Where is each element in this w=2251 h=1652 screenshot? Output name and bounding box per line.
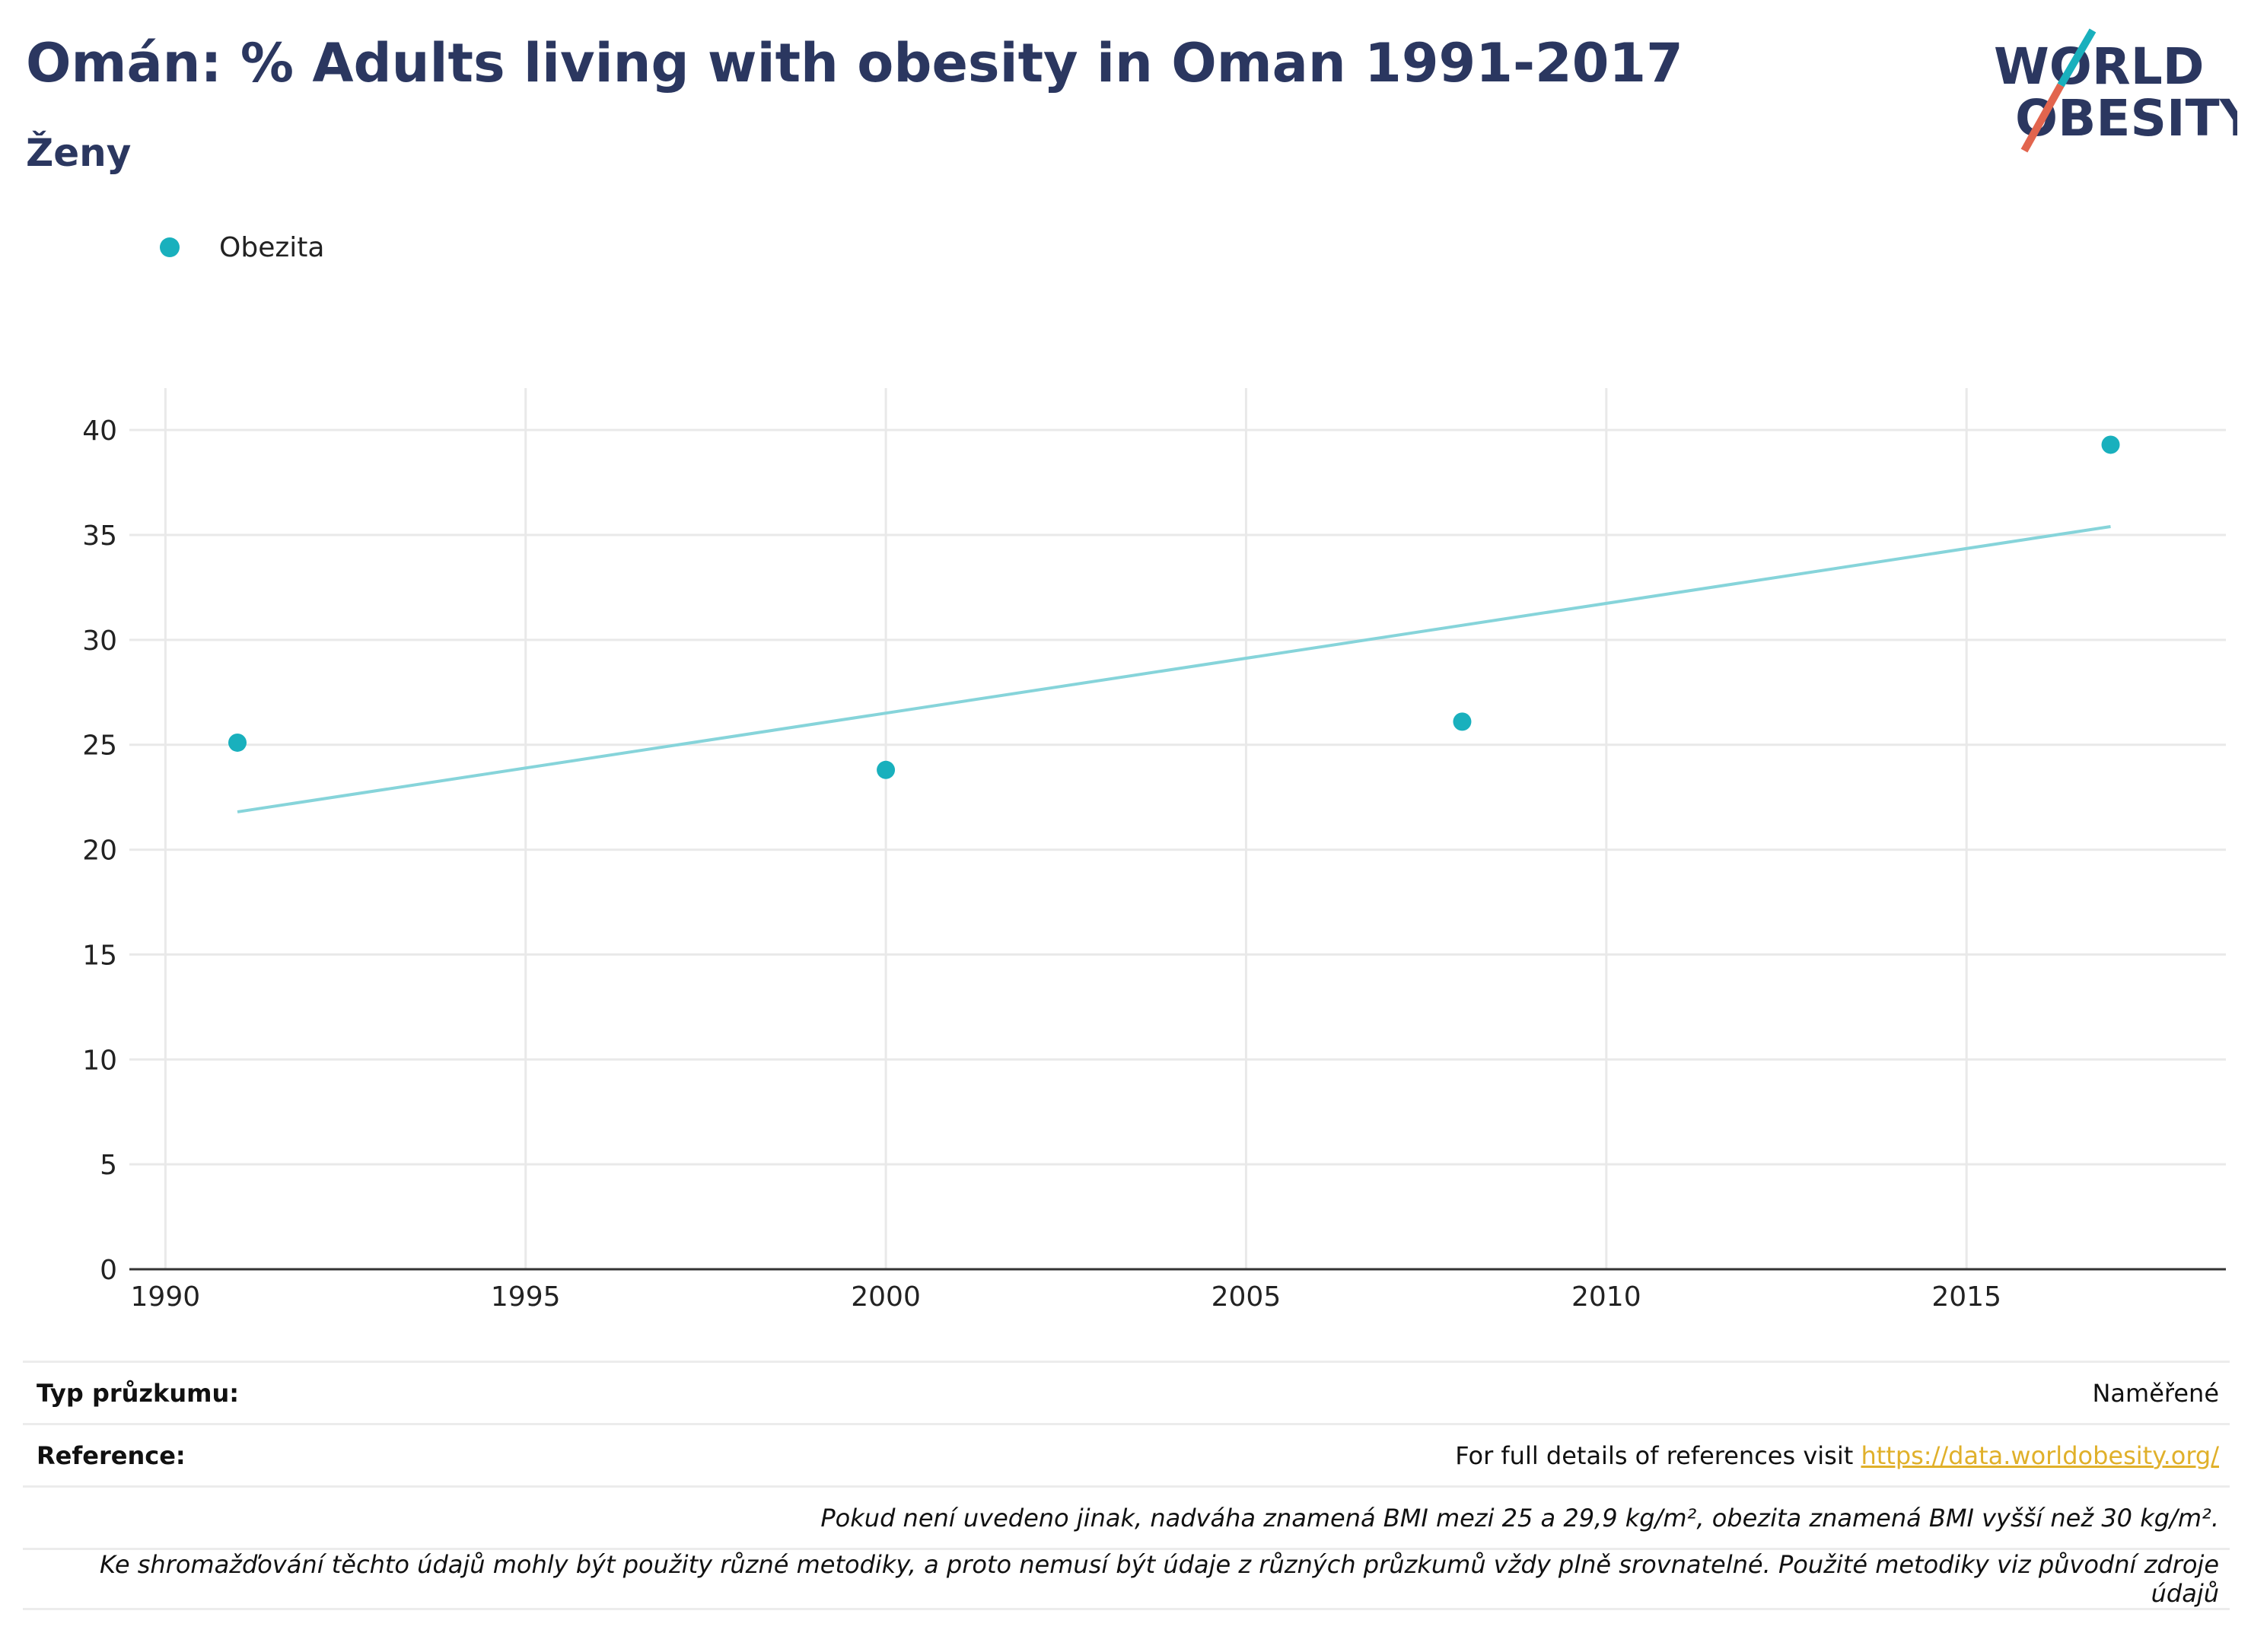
- world-obesity-logo: WORLD OBESITY: [1994, 28, 2237, 153]
- logo-slash-red: [2020, 83, 2065, 153]
- methodology-note: Ke shromažďování těchto údajů mohly být …: [100, 1550, 2219, 1608]
- x-tick-label: 2005: [1211, 1281, 1282, 1313]
- x-tick-label: 2010: [1571, 1281, 1641, 1313]
- footer-row-survey: Typ průzkumu: Naměřené: [23, 1361, 2230, 1423]
- footer-table: Typ průzkumu: Naměřené Reference: For fu…: [23, 1361, 2230, 1610]
- y-tick-label: 15: [82, 940, 117, 971]
- legend-marker: [160, 237, 180, 257]
- footer-row-reference: Reference: For full details of reference…: [23, 1423, 2230, 1485]
- y-tick-label: 35: [82, 520, 117, 552]
- chart-subtitle: Ženy: [26, 131, 132, 175]
- y-tick-label: 10: [82, 1045, 117, 1076]
- trend-line: [237, 524, 2111, 813]
- survey-type-value: Naměřené: [2092, 1378, 2219, 1408]
- data-point: [1453, 712, 1472, 731]
- scatter-chart: 0 5 10 15 20 25 30 35 40 1990 1995 2000 2005 2010 2015: [82, 388, 2226, 1313]
- footer-row-note2: Ke shromažďování těchto údajů mohly být …: [23, 1548, 2230, 1610]
- logo-slash-teal: [2057, 28, 2097, 88]
- x-tick-label: 2000: [851, 1281, 921, 1313]
- y-tick-label: 25: [82, 731, 117, 762]
- legend-label: Obezita: [219, 231, 325, 263]
- y-tick-label: 20: [82, 836, 117, 867]
- bmi-note: Pokud není uvedeno jinak, nadváha znamen…: [820, 1503, 2219, 1533]
- x-tick-label: 1995: [491, 1281, 561, 1313]
- x-tick-label: 1990: [131, 1281, 201, 1313]
- y-tick-label: 40: [82, 415, 117, 447]
- x-tick-label: 2015: [1931, 1281, 2001, 1313]
- y-tick-label: 5: [100, 1150, 117, 1181]
- y-tick-label: 0: [100, 1255, 117, 1286]
- chart-title: Omán: % Adults living with obesity in Om…: [26, 32, 1683, 94]
- data-point: [877, 760, 896, 779]
- logo-text-world: WORLD: [1994, 37, 2205, 96]
- reference-label: Reference:: [37, 1440, 186, 1470]
- reference-link[interactable]: https://data.worldobesity.org/: [1861, 1440, 2219, 1470]
- data-point: [228, 733, 247, 752]
- data-point: [2101, 435, 2120, 454]
- reference-text: For full details of references visit: [1455, 1440, 1861, 1470]
- survey-type-label: Typ průzkumu:: [37, 1378, 240, 1408]
- logo-text-obesity: OBESITY: [2015, 89, 2237, 148]
- y-tick-label: 30: [82, 625, 117, 657]
- reference-value: For full details of references visit htt…: [1455, 1441, 2219, 1470]
- chart-legend: Obezita: [160, 228, 324, 266]
- footer-row-note1: Pokud není uvedeno jinak, nadváha znamen…: [23, 1485, 2230, 1548]
